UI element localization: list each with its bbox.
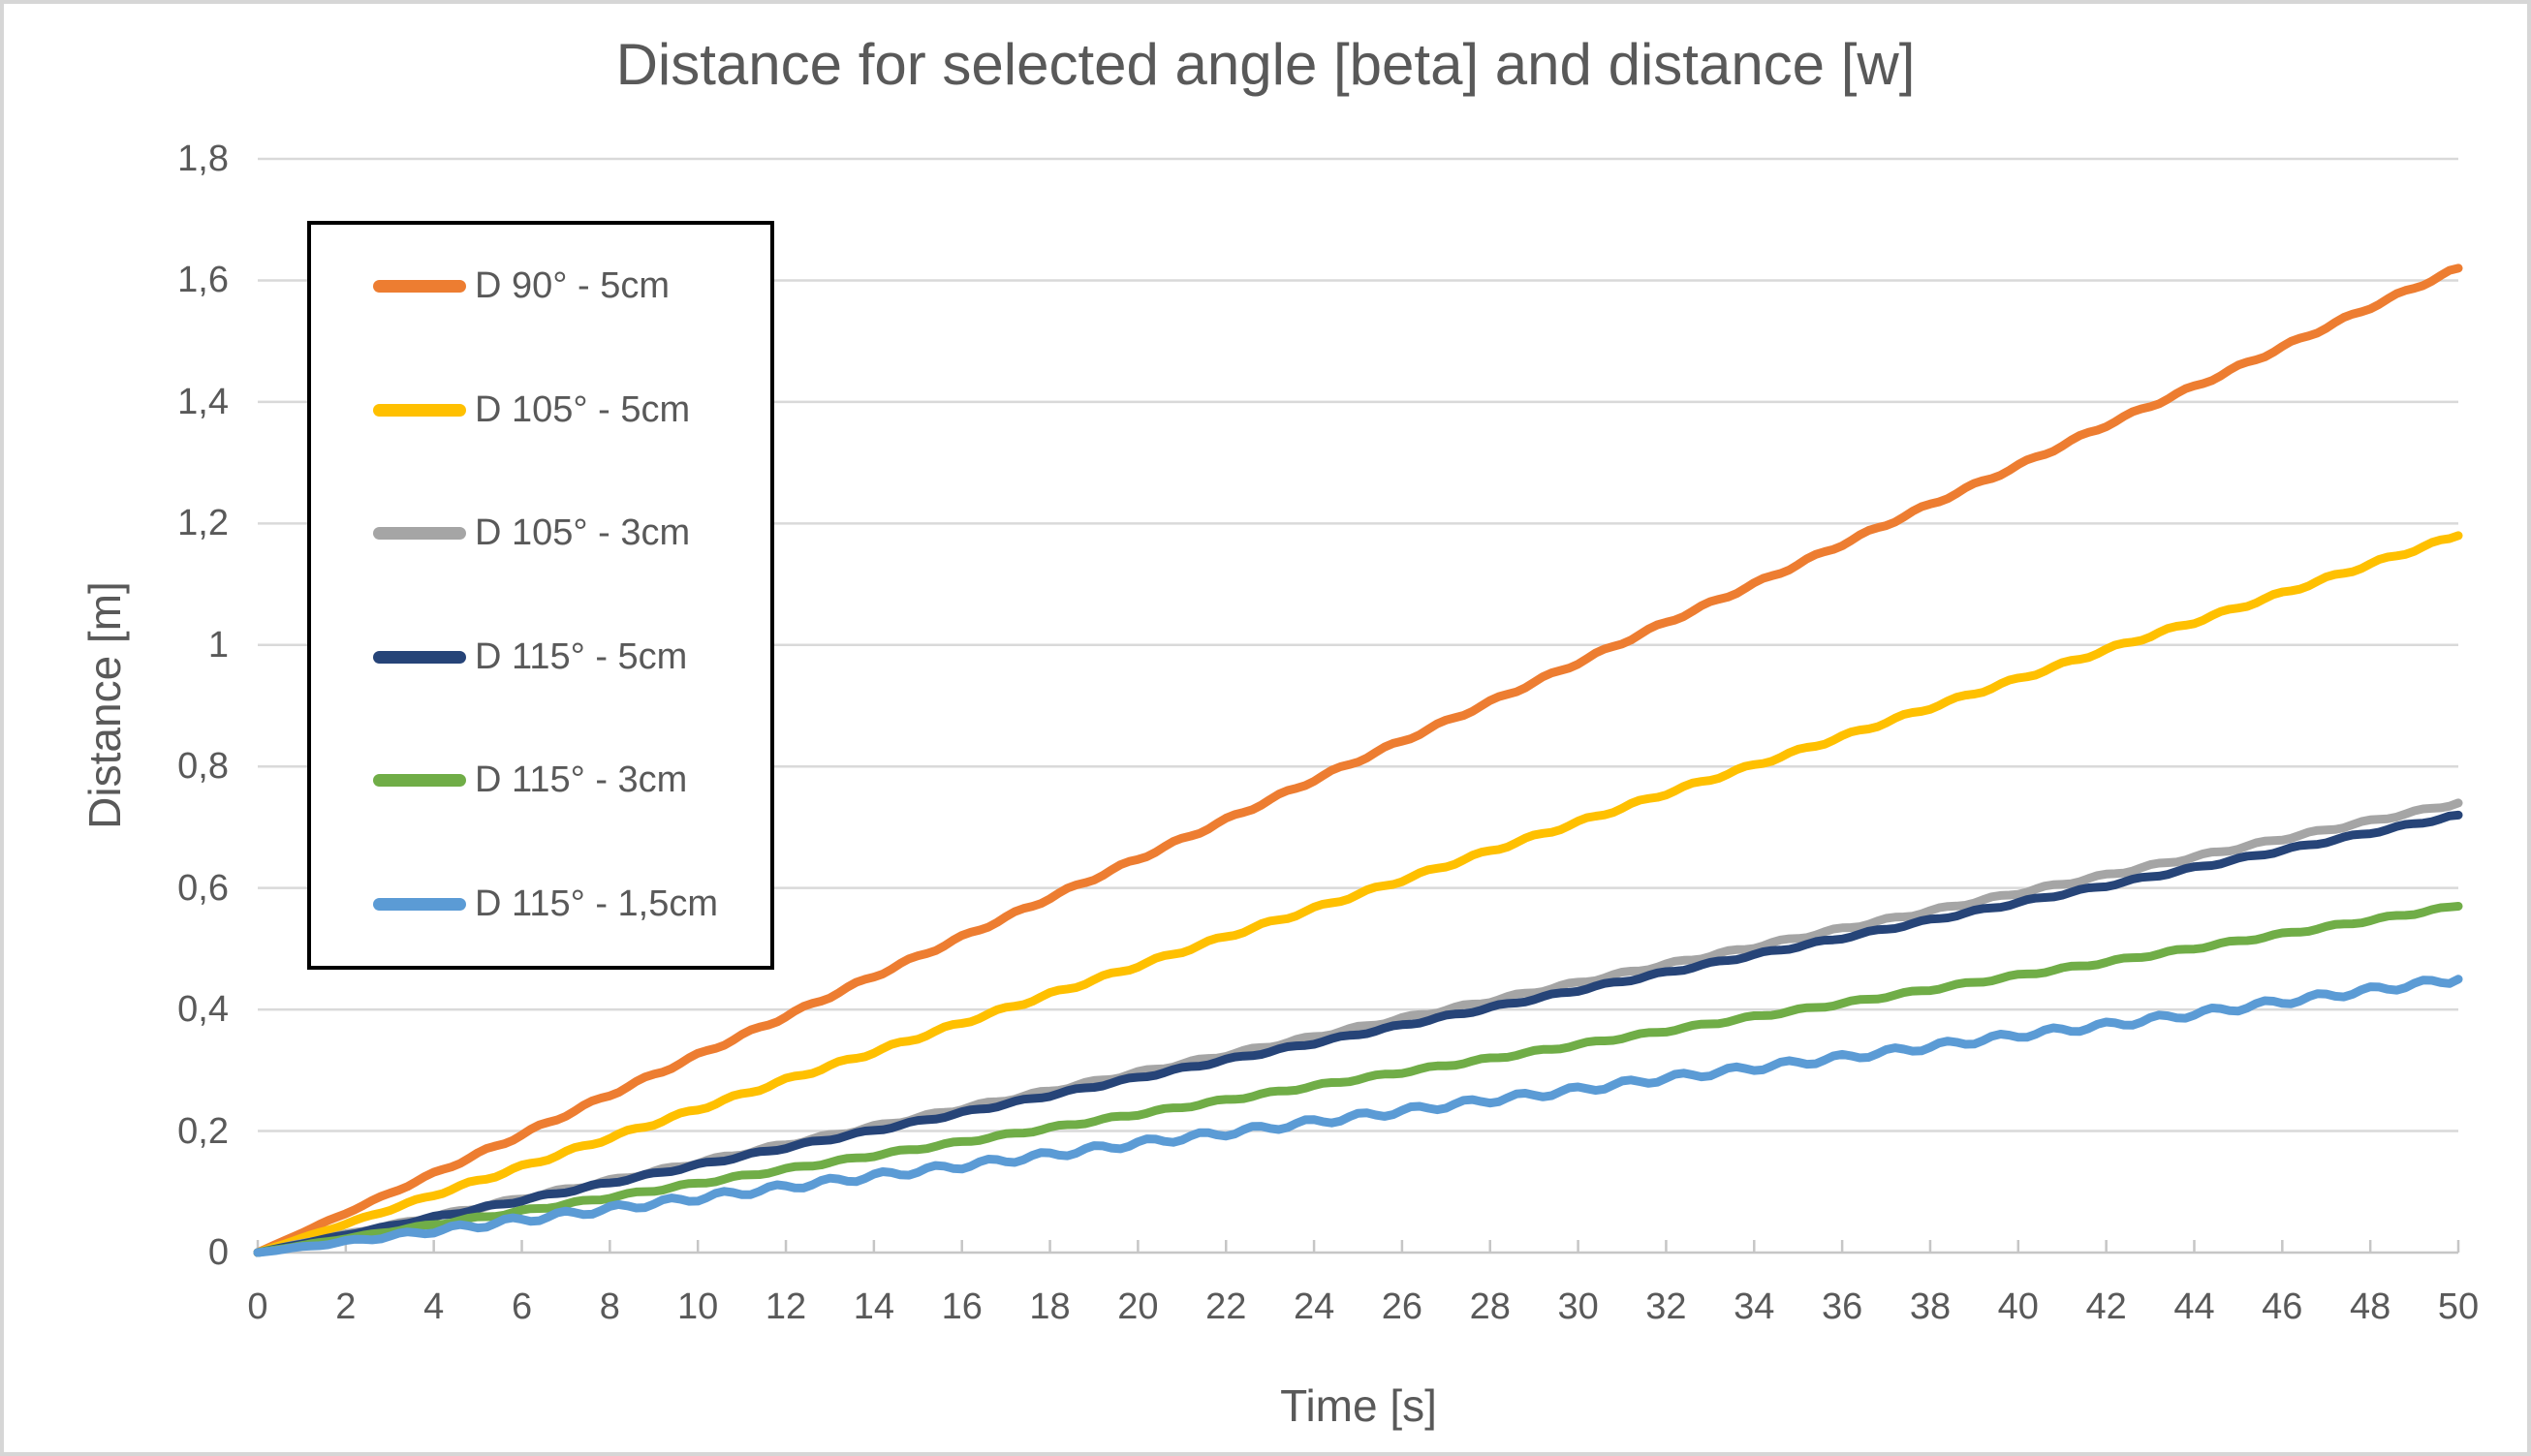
series-line-2 — [253, 531, 2463, 1257]
x-tick-label-3: 6 — [511, 1286, 533, 1327]
y-tick-label-3: 1,2 — [177, 503, 229, 544]
x-axis-title: Time [s] — [1280, 1380, 1437, 1431]
series-line-4 — [253, 810, 2463, 1257]
x-tick-label-16: 32 — [1645, 1286, 1687, 1327]
x-tick-label-20: 40 — [1997, 1286, 2039, 1327]
legend-label: D 115° - 1,5cm — [475, 883, 719, 924]
series-line-6 — [253, 975, 2463, 1257]
x-tick-label-14: 28 — [1469, 1286, 1511, 1327]
legend-item-1: D 90° - 5cm — [373, 265, 770, 307]
y-tick-label-7: 0,4 — [177, 989, 229, 1031]
legend-line-swatch-icon — [373, 897, 466, 911]
legend-item-6: D 115° - 1,5cm — [373, 883, 770, 925]
y-tick-label-8: 0,2 — [177, 1110, 229, 1152]
legend-label: D 105° - 3cm — [475, 512, 691, 554]
x-tick-label-17: 34 — [1734, 1286, 1775, 1327]
legend-box: D 90° - 5cm D 105° - 5cm D 105° - 3cm D 115… — [307, 221, 774, 970]
legend-item-3: D 105° - 3cm — [373, 512, 770, 554]
legend-line-swatch-icon — [373, 527, 466, 541]
legend-label: D 90° - 5cm — [475, 265, 671, 307]
x-tick-label-2: 4 — [423, 1286, 445, 1327]
legend-item-2: D 105° - 5cm — [373, 389, 770, 431]
x-tick-label-21: 42 — [2085, 1286, 2127, 1327]
y-tick-label-9: 0 — [207, 1232, 229, 1273]
x-tick-label-8: 16 — [941, 1286, 983, 1327]
x-tick-label-13: 26 — [1381, 1286, 1423, 1327]
legend-item-5: D 115° - 3cm — [373, 759, 770, 801]
x-tick-label-11: 22 — [1205, 1286, 1247, 1327]
y-axis-title: Distance [m] — [79, 581, 130, 829]
x-tick-label-18: 36 — [1821, 1286, 1863, 1327]
y-tick-label-0: 1,8 — [177, 139, 229, 179]
y-tick-label-6: 0,6 — [177, 867, 229, 909]
x-tick-label-7: 14 — [853, 1286, 895, 1327]
legend-item-4: D 115° - 5cm — [373, 636, 770, 678]
x-tick-label-10: 20 — [1117, 1286, 1159, 1327]
y-tick-label-2: 1,4 — [177, 381, 229, 422]
series-line-1 — [253, 263, 2463, 1257]
x-tick-label-15: 30 — [1557, 1286, 1599, 1327]
legend-line-swatch-icon — [373, 403, 466, 417]
y-tick-label-5: 0,8 — [177, 746, 229, 788]
chart-title: Distance for selected angle [beta] and d… — [615, 32, 1916, 97]
y-tick-label-4: 1 — [207, 624, 229, 666]
legend-line-swatch-icon — [373, 280, 466, 294]
x-tick-label-12: 24 — [1293, 1286, 1335, 1327]
x-tick-label-5: 10 — [677, 1286, 719, 1327]
x-tick-label-6: 12 — [765, 1286, 807, 1327]
legend-line-swatch-icon — [373, 774, 466, 788]
x-tick-label-1: 2 — [335, 1286, 357, 1327]
legend-label: D 115° - 5cm — [475, 635, 688, 677]
legend-label: D 115° - 3cm — [475, 759, 688, 801]
legend-line-swatch-icon — [373, 650, 466, 664]
x-tick-label-23: 46 — [2262, 1286, 2303, 1327]
x-tick-label-4: 8 — [599, 1286, 620, 1327]
x-tick-label-9: 18 — [1029, 1286, 1071, 1327]
x-tick-label-0: 0 — [247, 1286, 268, 1327]
y-tick-label-1: 1,6 — [177, 260, 229, 301]
x-tick-label-25: 50 — [2437, 1286, 2480, 1327]
x-tick-label-24: 48 — [2350, 1286, 2391, 1327]
x-tick-label-19: 38 — [1909, 1286, 1952, 1327]
series-line-5 — [253, 902, 2463, 1257]
x-tick-label-22: 44 — [2173, 1286, 2215, 1327]
legend-label: D 105° - 5cm — [475, 388, 691, 430]
